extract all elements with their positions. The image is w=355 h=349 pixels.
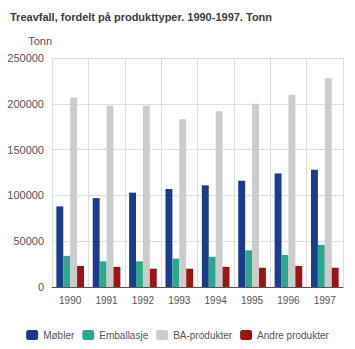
svg-text:1997: 1997 [314,295,337,306]
svg-text:Emballasje: Emballasje [99,330,148,341]
svg-text:200000: 200000 [7,98,44,110]
svg-text:150000: 150000 [7,144,44,156]
svg-text:Møbler: Møbler [43,330,75,341]
svg-text:250000: 250000 [7,52,44,64]
svg-text:Treavfall, fordelt på produktt: Treavfall, fordelt på produkttyper. 1990… [10,11,272,23]
svg-text:50000: 50000 [13,235,44,247]
svg-text:100000: 100000 [7,189,44,201]
svg-text:0: 0 [38,281,44,293]
svg-text:1993: 1993 [168,295,191,306]
svg-text:1994: 1994 [205,295,228,306]
svg-text:1990: 1990 [59,295,82,306]
svg-text:Tonn: Tonn [28,35,52,47]
svg-text:BA-produkter: BA-produkter [173,330,233,341]
svg-text:1995: 1995 [241,295,264,306]
svg-text:1991: 1991 [95,295,118,306]
svg-text:Andre produkter: Andre produkter [257,330,329,341]
svg-text:1992: 1992 [132,295,155,306]
svg-text:1996: 1996 [277,295,300,306]
